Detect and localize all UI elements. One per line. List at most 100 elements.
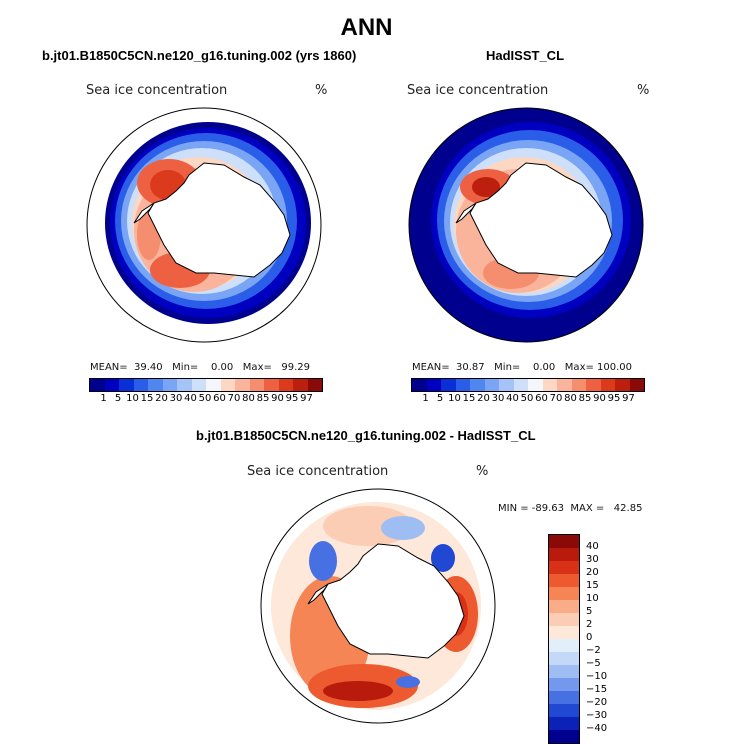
- diff-colorbar-tick-label: −30: [586, 710, 608, 721]
- model-stats: MEAN= 39.40 Min= 0.00 Max= 99.29: [90, 362, 311, 373]
- obs-colorbar-tick-label: 95: [607, 393, 621, 404]
- obs-panel-title: HadISST_CL: [486, 48, 565, 63]
- model-colorbar-swatch: [264, 379, 279, 391]
- model-sea-ice-map: [86, 107, 322, 343]
- obs-colorbar-swatch: [615, 379, 630, 391]
- obs-colorbar-tick-label: 97: [622, 393, 635, 404]
- diff-stats: MIN = -89.63 MAX = 42.85: [498, 503, 643, 514]
- diff-colorbar-swatch: [549, 600, 579, 613]
- model-colorbar-tick-label: 15: [140, 393, 154, 404]
- obs-colorbar: [411, 378, 645, 392]
- model-colorbar-tick-label: 40: [184, 393, 197, 404]
- model-panel-title: b.jt01.B1850C5CN.ne120_g16.tuning.002 (y…: [42, 48, 357, 63]
- model-colorbar-swatch: [249, 379, 264, 391]
- obs-colorbar-swatch: [586, 379, 601, 391]
- obs-colorbar-tick-label: 20: [477, 393, 490, 404]
- obs-colorbar-swatch: [629, 379, 644, 391]
- obs-colorbar-labels: 1 5 10 15 20 30 40 50 60 70 80 85 90 95 97: [411, 393, 643, 404]
- model-colorbar: [89, 378, 323, 392]
- model-colorbar-swatch: [307, 379, 322, 391]
- model-colorbar-swatch: [206, 379, 221, 391]
- diff-colorbar-swatch: [549, 574, 579, 587]
- model-colorbar-labels: 1 5 10 15 20 30 40 50 60 70 80 85 90 95 97: [89, 393, 321, 404]
- diff-colorbar: [548, 534, 580, 744]
- obs-colorbar-tick-label: 85: [578, 393, 592, 404]
- model-colorbar-swatch: [90, 379, 105, 391]
- model-units-label: %: [315, 83, 328, 98]
- diff-colorbar-swatch: [549, 639, 579, 652]
- model-colorbar-tick-label: 90: [271, 393, 284, 404]
- diff-colorbar-tick-label: −15: [586, 684, 608, 695]
- model-colorbar-swatch: [162, 379, 177, 391]
- diff-panel-title: b.jt01.B1850C5CN.ne120_g16.tuning.002 - …: [196, 428, 536, 443]
- obs-colorbar-swatch: [600, 379, 615, 391]
- obs-colorbar-tick-label: 60: [535, 393, 548, 404]
- obs-colorbar-swatch: [499, 379, 514, 391]
- obs-colorbar-swatch: [557, 379, 572, 391]
- diff-colorbar-swatch: [549, 652, 579, 665]
- model-colorbar-tick-label: 30: [169, 393, 183, 404]
- model-colorbar-tick-label: 10: [126, 393, 139, 404]
- diff-colorbar-tick-label: 20: [586, 567, 599, 578]
- model-colorbar-swatch: [191, 379, 206, 391]
- diff-colorbar-swatch: [549, 613, 579, 626]
- obs-colorbar-tick-label: 30: [491, 393, 505, 404]
- diff-colorbar-tick-label: −20: [586, 697, 608, 708]
- model-colorbar-swatch: [148, 379, 163, 391]
- obs-colorbar-tick-label: 80: [564, 393, 577, 404]
- obs-colorbar-swatch: [484, 379, 499, 391]
- figure-title: ANN: [340, 14, 393, 41]
- obs-colorbar-tick-label: 90: [593, 393, 606, 404]
- obs-colorbar-tick-label: 70: [549, 393, 563, 404]
- diff-colorbar-tick-label: 10: [586, 593, 599, 604]
- model-colorbar-swatch: [278, 379, 293, 391]
- diff-colorbar-labels: 40 30 20 15 10 5 2 0 −2 −5 −10 −15 −20 −30 −40: [586, 534, 626, 744]
- obs-colorbar-swatch: [542, 379, 557, 391]
- obs-colorbar-tick-label: 50: [520, 393, 534, 404]
- diff-variable-label: Sea ice concentration: [247, 464, 389, 479]
- obs-stats: MEAN= 30.87 Min= 0.00 Max= 100.00: [412, 362, 633, 373]
- obs-colorbar-swatch: [412, 379, 427, 391]
- diff-colorbar-swatch: [549, 704, 579, 717]
- obs-colorbar-swatch: [441, 379, 456, 391]
- diff-colorbar-swatch: [549, 561, 579, 574]
- obs-colorbar-swatch: [513, 379, 528, 391]
- model-colorbar-swatch: [133, 379, 148, 391]
- diff-colorbar-tick-label: −10: [586, 671, 608, 682]
- model-colorbar-swatch: [220, 379, 235, 391]
- model-colorbar-swatch: [104, 379, 119, 391]
- diff-colorbar-tick-label: −5: [586, 658, 601, 669]
- model-colorbar-swatch: [119, 379, 134, 391]
- diff-colorbar-tick-label: 30: [586, 554, 599, 565]
- obs-colorbar-swatch: [528, 379, 543, 391]
- diff-units-label: %: [476, 464, 489, 479]
- obs-colorbar-swatch: [455, 379, 470, 391]
- obs-colorbar-tick-label: 15: [462, 393, 476, 404]
- obs-variable-label: Sea ice concentration: [407, 83, 549, 98]
- model-colorbar-tick-label: 1: [100, 393, 107, 404]
- model-colorbar-tick-label: 50: [198, 393, 212, 404]
- diff-colorbar-swatch: [549, 548, 579, 561]
- diff-colorbar-swatch: [549, 717, 579, 730]
- model-colorbar-tick-label: 5: [114, 393, 122, 404]
- obs-units-label: %: [637, 83, 650, 98]
- obs-colorbar-tick-label: 40: [506, 393, 519, 404]
- model-colorbar-swatch: [177, 379, 192, 391]
- obs-colorbar-tick-label: 1: [422, 393, 429, 404]
- diff-colorbar-tick-label: −40: [586, 723, 608, 734]
- diff-colorbar-tick-label: 0: [586, 632, 593, 643]
- diff-colorbar-tick-label: −2: [586, 645, 601, 656]
- diff-colorbar-tick-label: 15: [586, 580, 599, 591]
- model-colorbar-tick-label: 97: [300, 393, 313, 404]
- diff-colorbar-swatch: [549, 665, 579, 678]
- diff-colorbar-tick-label: 2: [586, 619, 593, 630]
- model-colorbar-tick-label: 85: [256, 393, 270, 404]
- model-colorbar-tick-label: 80: [242, 393, 255, 404]
- diff-colorbar-swatch: [549, 678, 579, 691]
- diff-colorbar-swatch: [549, 626, 579, 639]
- model-colorbar-tick-label: 70: [227, 393, 241, 404]
- model-colorbar-swatch: [293, 379, 308, 391]
- model-colorbar-tick-label: 60: [213, 393, 226, 404]
- obs-colorbar-swatch: [571, 379, 586, 391]
- model-colorbar-tick-label: 95: [285, 393, 299, 404]
